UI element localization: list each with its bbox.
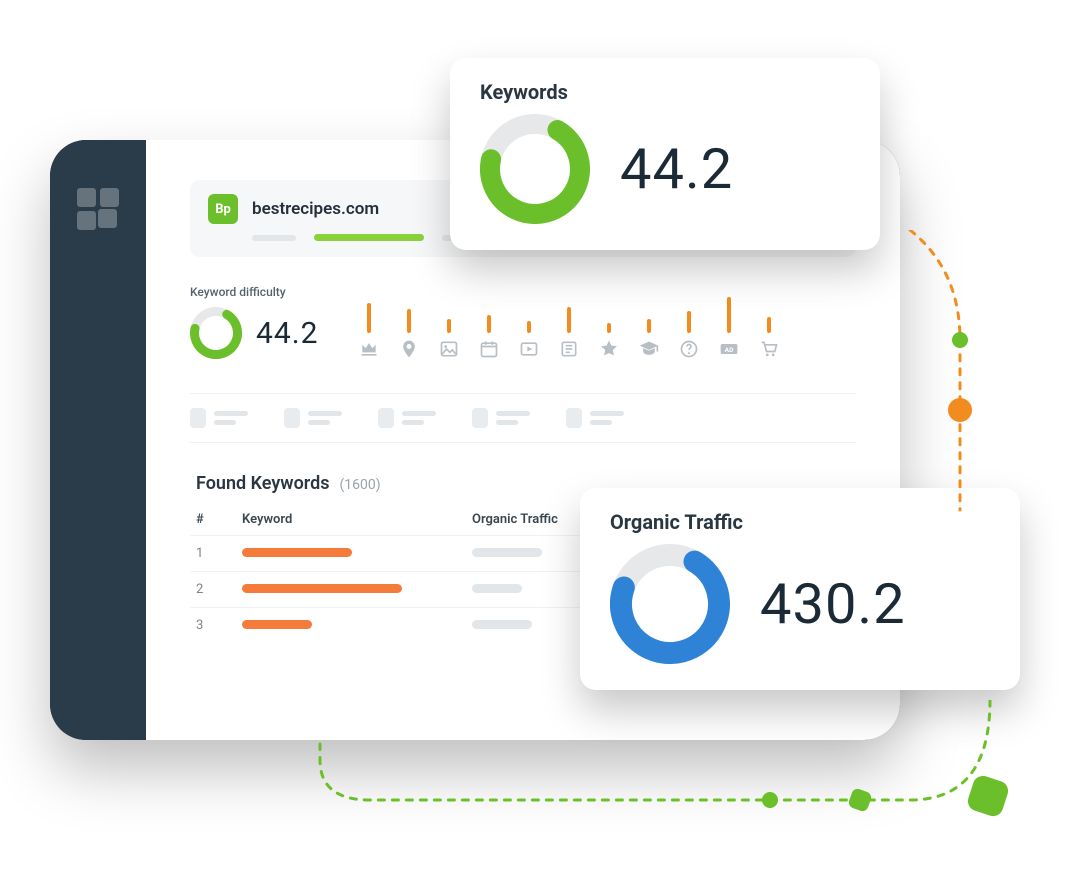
- serp-features: AD: [359, 297, 779, 359]
- domain-name: bestrecipes.com: [252, 199, 379, 219]
- organic-traffic-card: Organic Traffic 430.2: [580, 488, 1020, 690]
- serp-feature[interactable]: [759, 317, 779, 359]
- app-logo-icon: [77, 188, 119, 230]
- stats-row: [190, 393, 856, 443]
- svg-text:AD: AD: [724, 346, 733, 354]
- traffic-bar: [472, 584, 522, 593]
- image-icon: [439, 339, 459, 359]
- keyword-bar: [242, 548, 352, 557]
- kd-donut-icon: [190, 307, 242, 359]
- serp-feature[interactable]: [439, 319, 459, 359]
- row-index: 3: [196, 618, 222, 633]
- col-index: #: [196, 512, 222, 527]
- keywords-value: 44.2: [620, 136, 733, 202]
- map-pin-icon: [399, 339, 419, 359]
- news-icon: [559, 339, 579, 359]
- domain-tab[interactable]: [252, 235, 296, 241]
- sidebar: [50, 140, 146, 740]
- serp-feature[interactable]: [679, 311, 699, 359]
- traffic-bar: [472, 548, 542, 557]
- star-icon: [599, 339, 619, 359]
- crown-icon: [359, 339, 379, 359]
- serp-feature[interactable]: [479, 315, 499, 359]
- serp-feature[interactable]: AD: [719, 297, 739, 359]
- stat-placeholder: [284, 408, 342, 428]
- row-index: 1: [196, 546, 222, 561]
- row-index: 2: [196, 582, 222, 597]
- keyword-bar: [242, 584, 402, 593]
- found-count: (1600): [339, 477, 380, 493]
- keyword-difficulty-block: Keyword difficulty 44.2: [190, 285, 319, 359]
- keywords-card-title: Keywords: [480, 80, 850, 104]
- organic-traffic-value: 430.2: [760, 571, 906, 637]
- serp-feature[interactable]: [639, 319, 659, 359]
- traffic-card-title: Organic Traffic: [610, 510, 990, 534]
- ad-icon: AD: [719, 339, 739, 359]
- stat-placeholder: [190, 408, 248, 428]
- traffic-bar: [472, 620, 532, 629]
- kd-label: Keyword difficulty: [190, 285, 319, 299]
- serp-feature[interactable]: [519, 321, 539, 359]
- video-icon: [519, 339, 539, 359]
- serp-feature[interactable]: [559, 307, 579, 359]
- keywords-card: Keywords 44.2: [450, 58, 880, 250]
- serp-feature[interactable]: [599, 323, 619, 359]
- found-title: Found Keywords: [196, 473, 329, 494]
- keywords-donut-icon: [480, 114, 590, 224]
- shopping-icon: [759, 339, 779, 359]
- domain-tab[interactable]: [314, 234, 424, 241]
- stat-placeholder: [378, 408, 436, 428]
- col-keyword: Keyword: [242, 512, 452, 527]
- connector-right: [900, 230, 1020, 520]
- keyword-bar: [242, 620, 312, 629]
- calendar-icon: [479, 339, 499, 359]
- serp-feature[interactable]: [359, 303, 379, 359]
- kd-value: 44.2: [256, 316, 319, 351]
- serp-feature[interactable]: [399, 309, 419, 359]
- question-icon: [679, 339, 699, 359]
- stat-placeholder: [472, 408, 530, 428]
- organic-traffic-donut-icon: [610, 544, 730, 664]
- scholar-icon: [639, 339, 659, 359]
- domain-favicon: Bp: [208, 194, 238, 224]
- stat-placeholder: [566, 408, 624, 428]
